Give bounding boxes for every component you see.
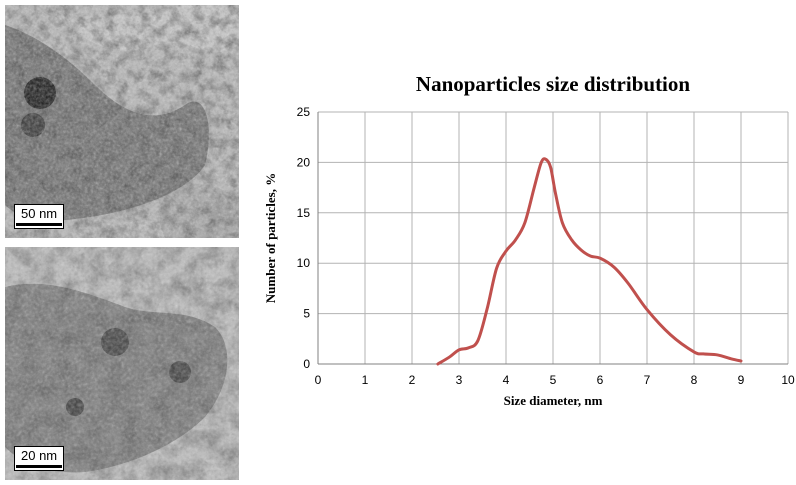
x-tick-label: 9 [738,373,745,387]
x-tick-label: 3 [456,373,463,387]
x-tick-label: 10 [781,373,795,387]
size-distribution-chart: Nanoparticles size distribution 0 1 2 3 4 5 6 7 8… [263,72,795,408]
x-axis-label: Size diameter, nm [504,393,603,408]
scale-bar-line-top [16,223,63,226]
tem-image-bottom: 20 nm [5,247,239,480]
x-tick-label: 1 [362,373,369,387]
x-tick-label: 6 [597,373,604,387]
x-tick-label: 8 [691,373,698,387]
x-tick-label: 7 [644,373,651,387]
y-tick-label: 20 [297,155,311,169]
scale-bar-top: 50 nm [14,204,65,229]
scale-label-bottom: 20 nm [21,448,58,463]
y-tick-label: 10 [297,256,311,270]
x-tick-label: 2 [409,373,416,387]
y-tick-label: 5 [303,307,310,321]
x-tick-label: 4 [503,373,510,387]
y-tick-label: 25 [297,105,311,119]
x-tick-label: 0 [315,373,322,387]
tem-image-top: 50 nm [5,5,239,238]
scale-bar-bottom: 20 nm [14,446,65,471]
y-tick-label: 15 [297,206,311,220]
y-tick-label: 0 [303,357,310,371]
scale-bar-line-bottom [16,465,63,468]
chart-title: Nanoparticles size distribution [416,72,690,96]
series-line [436,157,743,366]
scale-label-top: 50 nm [21,206,58,221]
x-tick-label: 5 [550,373,557,387]
y-axis-label: Number of particles, % [263,173,278,303]
